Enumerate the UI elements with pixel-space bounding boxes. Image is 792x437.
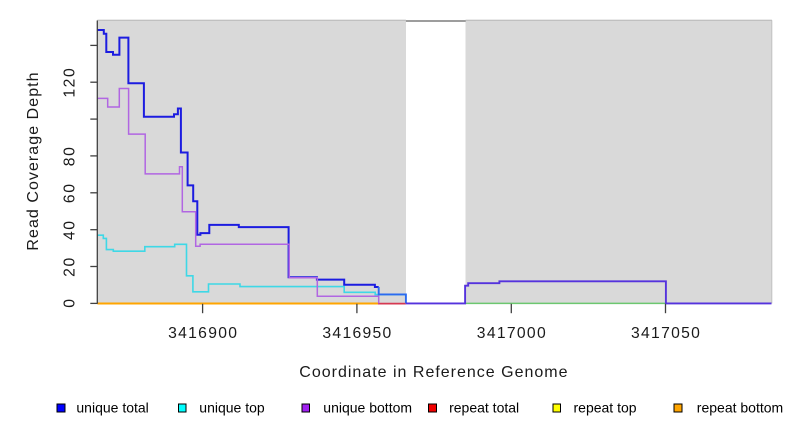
svg-text:repeat top: repeat top: [574, 400, 637, 416]
svg-text:40: 40: [62, 219, 79, 240]
svg-text:80: 80: [62, 146, 79, 167]
svg-text:Read Coverage Depth: Read Coverage Depth: [25, 71, 42, 250]
svg-text:120: 120: [62, 67, 79, 98]
svg-text:3416950: 3416950: [322, 325, 392, 342]
svg-text:unique top: unique top: [199, 400, 265, 416]
svg-text:Coordinate in Reference Genome: Coordinate in Reference Genome: [299, 364, 568, 381]
svg-text:repeat total: repeat total: [449, 400, 519, 416]
svg-text:3416900: 3416900: [168, 325, 238, 342]
svg-text:0: 0: [62, 299, 79, 308]
svg-text:3417000: 3417000: [477, 325, 547, 342]
svg-text:unique total: unique total: [76, 400, 148, 416]
svg-text:repeat bottom: repeat bottom: [697, 400, 783, 416]
svg-text:60: 60: [62, 182, 79, 203]
svg-text:3417050: 3417050: [631, 325, 701, 342]
svg-text:20: 20: [62, 256, 79, 277]
svg-text:unique bottom: unique bottom: [323, 400, 412, 416]
